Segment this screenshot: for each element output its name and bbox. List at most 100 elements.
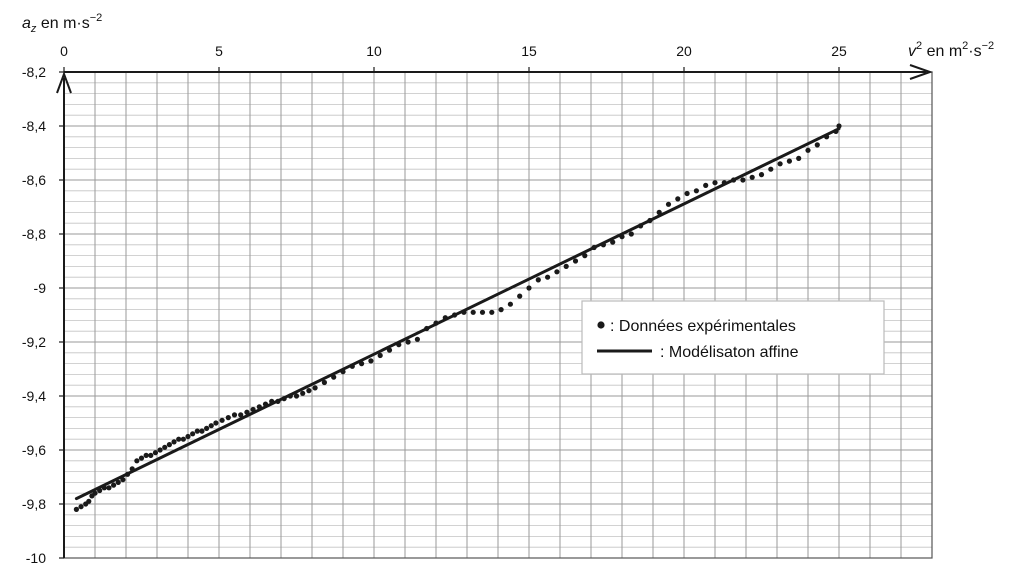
data-point [86,498,92,504]
data-point [194,428,200,434]
data-point [777,161,783,167]
data-point [591,244,597,251]
data-point [814,142,820,148]
data-point [836,123,842,129]
data-point [656,209,662,215]
y-axis-unit-text: en m·s [36,15,89,32]
y-axis-arrow [56,71,72,94]
data-point [758,172,765,178]
x-tick-label: 10 [366,43,382,59]
fit-line-layer [74,127,841,501]
data-point [796,155,802,161]
data-point [162,444,168,450]
data-point [293,393,300,399]
data-point [703,182,709,188]
data-point [377,352,383,359]
data-point [731,177,737,183]
data-point [833,128,839,134]
data-point [180,436,186,442]
legend-label-data: : Données expérimentales [610,318,796,335]
data-point [414,336,420,342]
x-tick-label: 0 [60,43,68,59]
x-axis-label: v2 en m2·s−2 [908,40,994,60]
data-point [138,455,145,461]
y-tick-label: -9,4 [22,388,46,404]
data-point [213,420,219,426]
y-tick-label: -8,4 [22,118,46,134]
data-point [250,406,256,413]
y-tick-label: -9,8 [22,496,46,512]
data-point [312,385,318,391]
data-point [190,431,196,437]
data-point [101,485,107,491]
data-point [489,309,495,315]
y-axis-subscript: z [30,23,37,35]
y-axis-symbol: a [22,15,31,32]
data-point [721,180,727,186]
data-point [479,309,486,315]
data-point [517,293,523,299]
points-layer [73,123,842,512]
data-point [238,412,244,418]
legend: : Données expérimentales : Modélisaton a… [581,300,885,375]
x-tick-label: 15 [521,43,537,59]
data-point [204,425,210,431]
data-point [120,477,126,483]
data-point [619,234,625,240]
x-axis-exponent: −2 [982,40,995,52]
data-point [331,374,337,380]
data-point [507,301,513,307]
data-point [396,342,402,348]
data-point [740,177,746,183]
data-point [281,396,287,402]
data-point [665,201,672,207]
data-point [405,339,411,345]
data-point [675,196,681,202]
data-point [628,231,634,237]
data-point [768,166,774,172]
data-point [97,487,103,494]
y-tick-label: -10 [26,550,46,566]
data-point [256,404,262,410]
data-point [148,452,154,458]
data-point [152,450,159,456]
data-point [157,447,163,453]
legend-box [581,300,885,375]
y-tick-label: -8,6 [22,172,46,188]
data-point [321,379,327,386]
axes [56,64,934,559]
y-tick-label: -8,2 [22,64,46,80]
data-point [124,471,131,477]
x-axis-unit-text2: ·s [968,43,981,60]
x-axis-symbol: v [908,43,917,60]
data-point [368,358,374,364]
y-axis-label: az en m·s−2 [22,12,102,35]
y-tick-label: -8,8 [22,226,46,242]
data-point [526,285,532,291]
data-point [129,466,135,472]
data-point [111,482,117,488]
data-point [684,190,690,197]
data-point [349,363,355,369]
y-tick-label: -9,6 [22,442,46,458]
data-point [269,398,275,404]
data-point [545,274,551,280]
data-point [498,307,504,313]
data-point [600,242,607,248]
data-point [306,388,312,394]
y-tick-label: -9,2 [22,334,46,350]
data-point [563,263,569,269]
data-point [433,320,439,326]
x-axis-unit-exponent: 2 [962,40,968,52]
data-point [134,458,140,464]
data-point [582,253,588,259]
data-point [208,423,214,429]
data-point [92,490,98,496]
data-point [638,223,644,229]
data-point [262,401,269,407]
data-point [171,439,177,445]
data-point [824,134,830,140]
y-axis-exponent: −2 [90,12,103,24]
data-point [442,315,448,321]
